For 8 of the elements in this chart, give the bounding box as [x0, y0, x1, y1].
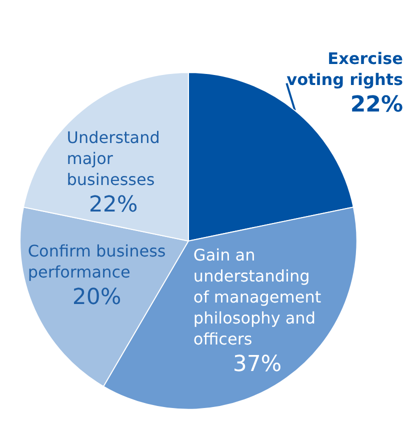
slice-label: Understand major businesses: [66, 128, 160, 189]
data-label: 37%: [232, 352, 282, 377]
slice-label: Gain an understanding of management philosophy and officers: [193, 245, 322, 348]
data-label: 22%: [88, 192, 138, 218]
slice-label: Confirm business performance: [28, 242, 166, 282]
slice-label: Exercise voting rights: [286, 49, 404, 89]
data-label: 20%: [72, 285, 122, 310]
data-label: 22%: [350, 92, 403, 118]
